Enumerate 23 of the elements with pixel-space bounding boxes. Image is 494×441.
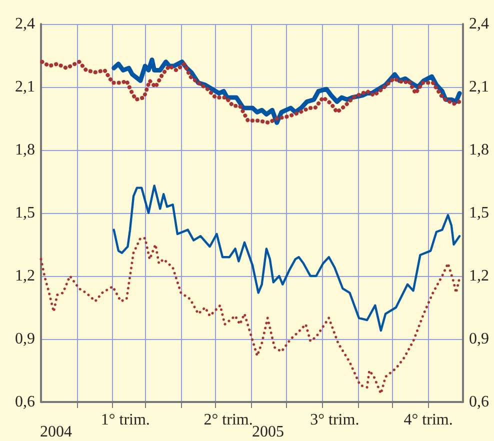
x-tick-label: 3° trim. xyxy=(310,412,360,428)
y2-tick-label: 1,8 xyxy=(469,142,489,158)
x-tick-label: 2° trim. xyxy=(204,412,253,428)
y2-tick-label: 2,4 xyxy=(469,16,489,32)
y-tick-label: 2,4 xyxy=(15,16,35,32)
line-series xyxy=(112,184,461,332)
y2-tick-label: 0,9 xyxy=(469,330,489,348)
y-tick-label: 0,6 xyxy=(15,394,35,410)
y2-tick-label: 1,5 xyxy=(469,204,489,222)
x-tick-label: 1° trim. xyxy=(100,412,150,428)
text: 2004 xyxy=(40,424,72,440)
line-series xyxy=(40,236,461,395)
text: 2005 xyxy=(252,424,284,440)
y2-tick-label: 1,2 xyxy=(469,268,489,284)
y-tick-label: 1,5 xyxy=(15,204,35,222)
y-tick-label: 0,9 xyxy=(15,330,35,348)
y-tick-label: 2,1 xyxy=(15,78,35,96)
x-tick-label: 4° trim. xyxy=(404,412,453,428)
y2-tick-label: 0,6 xyxy=(469,394,489,410)
y-tick-label: 1,2 xyxy=(15,268,35,284)
y-tick-label: 1,8 xyxy=(15,142,35,158)
y2-tick-label: 2,1 xyxy=(469,78,489,96)
line-series xyxy=(40,60,462,125)
